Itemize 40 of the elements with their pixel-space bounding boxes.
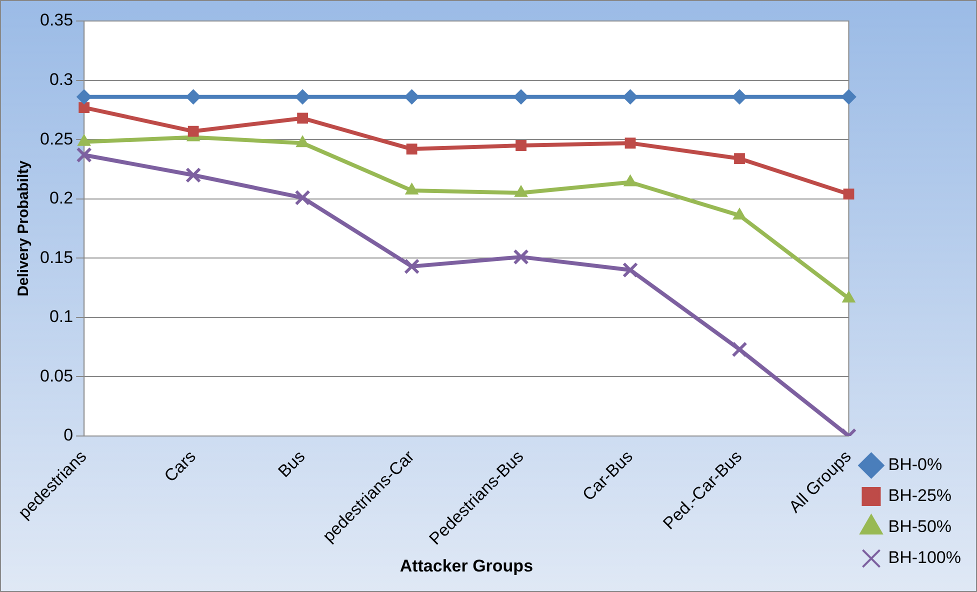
point [297, 112, 308, 124]
y-tick-label: 0.3 [49, 70, 74, 89]
y-tick-label: 0 [64, 426, 74, 445]
legend-label: BH-25% [888, 486, 952, 506]
point [624, 138, 636, 149]
point [622, 262, 638, 278]
y-tick-label: 0.2 [49, 188, 74, 208]
point [513, 249, 529, 265]
legend-label: BH-50% [888, 517, 952, 536]
point [186, 89, 201, 104]
x-tick-label: Cars [160, 446, 200, 486]
point [405, 183, 418, 195]
x-tick-label: Bus [274, 446, 309, 482]
y-tick-label: 0.15 [40, 248, 74, 267]
point [516, 140, 526, 151]
y-tick-label: 0.1 [49, 307, 74, 326]
point [185, 167, 202, 183]
point [841, 89, 856, 104]
legend-label: BH-100% [888, 548, 962, 568]
point [76, 89, 92, 104]
point [732, 89, 748, 104]
y-tick-label: 0.35 [40, 10, 74, 30]
point [514, 89, 529, 104]
point [622, 89, 638, 104]
point [843, 188, 854, 200]
point [76, 147, 92, 163]
y-tick-label: 0.05 [40, 366, 74, 386]
y-tick-label: 0.25 [40, 129, 74, 148]
x-axis-title: Attacker Groups [400, 556, 534, 576]
point [734, 153, 745, 164]
point [404, 89, 420, 104]
y-axis-title: Delivery Probabilty [15, 160, 32, 296]
legend-label: BH-0% [888, 455, 942, 474]
point [188, 126, 199, 137]
point [732, 342, 748, 358]
point [294, 190, 310, 206]
point [406, 144, 418, 154]
point [295, 89, 310, 104]
point [78, 102, 90, 114]
point [404, 258, 420, 274]
